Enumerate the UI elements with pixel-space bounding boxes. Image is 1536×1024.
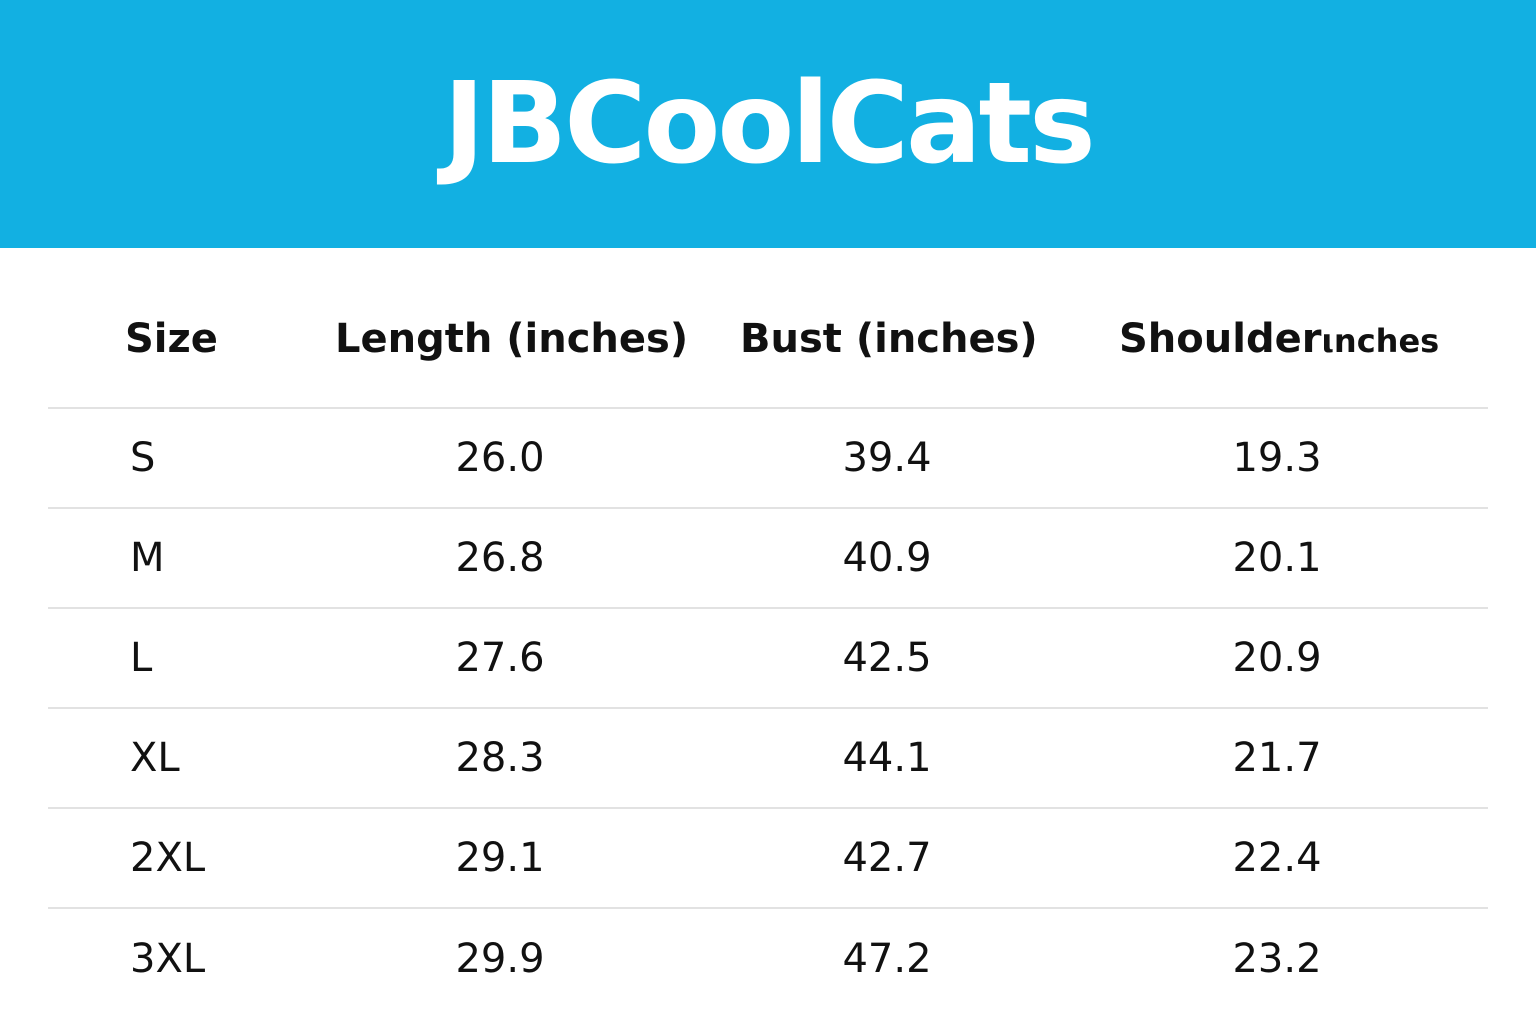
- table-row: L 27.6 42.5 20.9: [48, 608, 1488, 709]
- cell-bust-value: 40.9: [842, 535, 932, 581]
- cell-size: M: [48, 508, 292, 609]
- cell-length-value: 26.0: [455, 435, 545, 481]
- cell-shoulder: 23.2: [1066, 908, 1488, 1008]
- cell-shoulder-value: 22.4: [1232, 835, 1322, 881]
- table-row: S 26.0 39.4 19.3: [48, 408, 1488, 509]
- table-row: M 26.8 40.9 20.1: [48, 508, 1488, 609]
- column-header-bust: Bust (inches): [708, 270, 1066, 409]
- cell-size-value: 2XL: [130, 835, 206, 881]
- column-header-size-label: Size: [125, 315, 218, 362]
- cell-bust: 47.2: [708, 908, 1066, 1008]
- table-header: Size Length (inches) Bust (inches) Shoul…: [48, 270, 1488, 409]
- cell-size: 3XL: [48, 908, 292, 1008]
- column-header-shoulder-label: Shoulder: [1119, 315, 1322, 362]
- column-header-shoulder-suffix: ιnches: [1321, 321, 1440, 360]
- cell-shoulder-value: 20.1: [1232, 535, 1322, 581]
- cell-length-value: 27.6: [455, 635, 545, 681]
- cell-shoulder: 20.9: [1066, 608, 1488, 709]
- table-row: 2XL 29.1 42.7 22.4: [48, 808, 1488, 909]
- cell-bust: 39.4: [708, 408, 1066, 509]
- column-header-size: Size: [48, 270, 292, 409]
- cell-bust: 42.7: [708, 808, 1066, 909]
- cell-size: XL: [48, 708, 292, 809]
- table-row: XL 28.3 44.1 21.7: [48, 708, 1488, 809]
- cell-size-value: M: [130, 535, 165, 581]
- column-header-length-label: Length (inches): [335, 315, 689, 362]
- cell-length: 28.3: [292, 708, 708, 809]
- cell-length-value: 29.1: [455, 835, 545, 881]
- cell-shoulder: 22.4: [1066, 808, 1488, 909]
- cell-shoulder-value: 20.9: [1232, 635, 1322, 681]
- size-chart-table: Size Length (inches) Bust (inches) Shoul…: [48, 270, 1488, 1008]
- cell-length: 27.6: [292, 608, 708, 709]
- cell-size: S: [48, 408, 292, 509]
- cell-bust: 40.9: [708, 508, 1066, 609]
- cell-size-value: XL: [130, 735, 180, 781]
- cell-shoulder: 21.7: [1066, 708, 1488, 809]
- brand-title: JBCoolCats: [443, 59, 1096, 189]
- cell-length: 26.0: [292, 408, 708, 509]
- cell-bust-value: 47.2: [842, 935, 932, 982]
- cell-shoulder: 20.1: [1066, 508, 1488, 609]
- cell-length-value: 28.3: [455, 735, 545, 781]
- cell-length-value: 26.8: [455, 535, 545, 581]
- cell-bust-value: 44.1: [842, 735, 932, 781]
- cell-bust-value: 42.5: [842, 635, 932, 681]
- cell-size: L: [48, 608, 292, 709]
- cell-size-value: L: [130, 635, 153, 681]
- table-row: 3XL 29.9 47.2 23.2: [48, 908, 1488, 1008]
- cell-bust: 42.5: [708, 608, 1066, 709]
- cell-length: 29.9: [292, 908, 708, 1008]
- cell-length: 29.1: [292, 808, 708, 909]
- cell-shoulder-value: 21.7: [1232, 735, 1322, 781]
- header-banner: [0, 0, 1536, 248]
- cell-size-value: S: [130, 435, 156, 481]
- column-header-shoulder: Shoulderιnches: [1066, 270, 1488, 409]
- header-row: Size Length (inches) Bust (inches) Shoul…: [48, 270, 1488, 409]
- column-header-length: Length (inches): [292, 270, 708, 409]
- cell-bust: 44.1: [708, 708, 1066, 809]
- cell-shoulder-value: 19.3: [1232, 435, 1322, 481]
- cell-size: 2XL: [48, 808, 292, 909]
- cell-shoulder: 19.3: [1066, 408, 1488, 509]
- cell-length-value: 29.9: [455, 935, 545, 982]
- cell-size-value: 3XL: [130, 935, 206, 982]
- cell-length: 26.8: [292, 508, 708, 609]
- cell-bust-value: 39.4: [842, 435, 932, 481]
- column-header-bust-label: Bust (inches): [740, 315, 1038, 362]
- cell-bust-value: 42.7: [842, 835, 932, 881]
- cell-shoulder-value: 23.2: [1232, 935, 1322, 982]
- table-body: S 26.0 39.4 19.3 M 26.8 40.9 20.1 L 27.6 42.5 20.9 X…: [48, 408, 1488, 1008]
